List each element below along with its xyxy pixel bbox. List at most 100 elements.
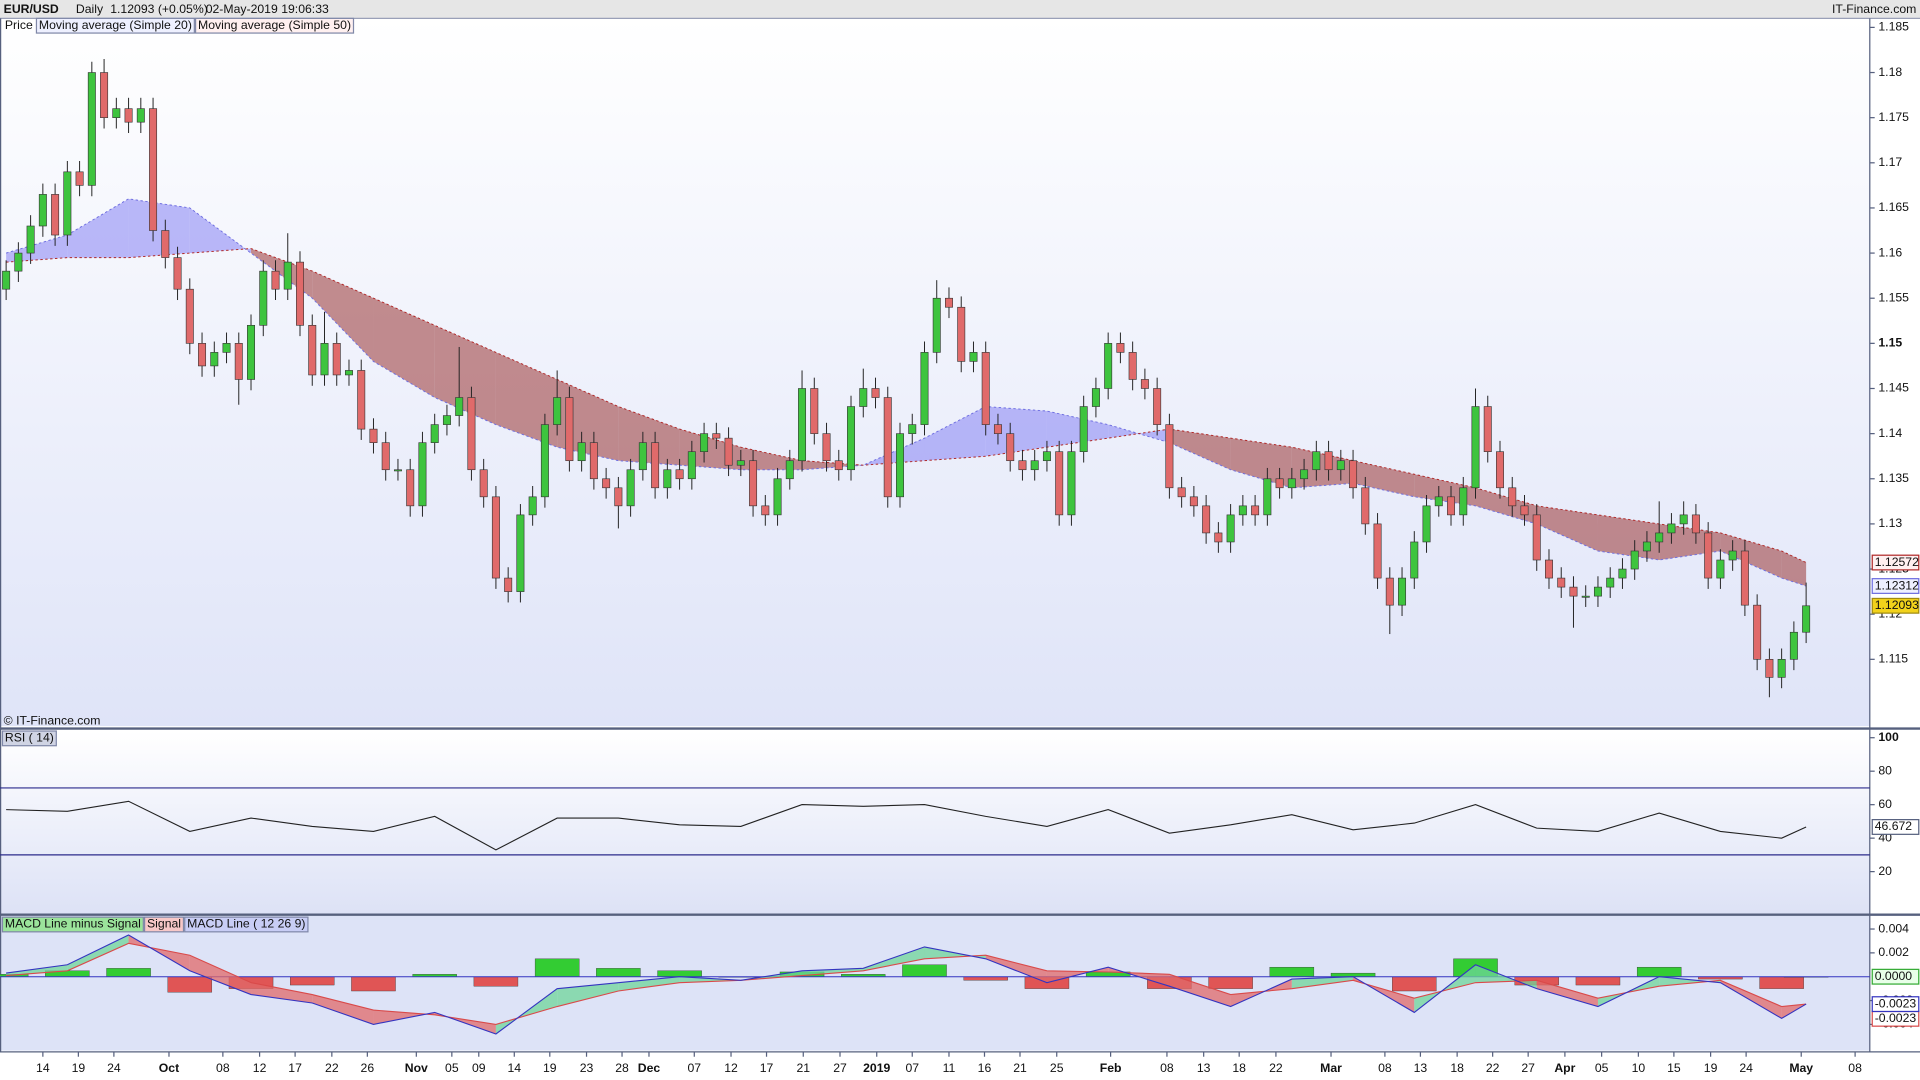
candle-body [1361,487,1370,525]
ma-band [1230,438,1292,488]
legend-box [194,17,355,34]
legend-label: Price [5,18,33,32]
candle-body [749,460,758,507]
symbol: EUR/USD [4,2,59,16]
legend-label: Signal [147,917,181,931]
candle-body [896,433,904,498]
candle-body [26,225,35,254]
histogram-bar [657,970,702,977]
macd-band [189,955,252,995]
candle-body [577,442,586,462]
y-tick-label: 1.16 [1878,245,1902,259]
candle-body [1679,514,1688,525]
macd-band [312,994,374,1025]
x-tick-label: Mar [1320,1061,1342,1075]
candle-body [1642,541,1651,552]
x-tick-label: 24 [1739,1061,1753,1075]
macd-band [802,968,864,976]
candle-body [1349,460,1358,489]
y-tick-label: 100 [1878,730,1899,744]
candle-body [712,433,721,439]
candle-body [908,424,917,434]
candle-body [1324,451,1333,471]
candle-body [161,230,170,258]
candle-body [357,370,366,430]
last-price: 1.12093 (+0.05%) [110,2,208,16]
candle-body [210,352,219,367]
x-tick-label: 08 [1160,1061,1174,1075]
histogram-bar [290,976,335,986]
legend-label: Moving average (Simple 20) [39,18,192,32]
y-tick-label: 80 [1878,763,1892,777]
legend-box [1,916,144,933]
candle-body [112,108,121,118]
legend-item: Moving average (Simple 20) [35,17,195,34]
macd-band [679,976,741,983]
x-tick-label: Dec [638,1061,661,1075]
candle-body [1765,659,1774,678]
histogram-bar [1392,976,1437,992]
candle-body [1140,379,1149,389]
candle-body [75,171,84,186]
legend-label: MACD Line minus Signal [5,917,141,931]
y-tick-label: 60 [1878,797,1892,811]
period: Daily [76,2,104,16]
candle-body [1496,451,1504,489]
ma-band [1353,460,1415,497]
candle-body [1618,568,1627,579]
candle-body [149,108,158,231]
candle-body [1214,532,1223,543]
candle-body [871,388,880,398]
candle-body [1545,559,1553,579]
x-tick-label: 13 [1414,1061,1428,1075]
candle-body [222,343,231,353]
ma-band [67,198,129,258]
legend-item: RSI ( 14) [1,730,57,747]
candle-body [381,442,390,471]
macd-band [1169,974,1231,1007]
candle-body [1447,496,1455,516]
x-tick-label: 18 [1450,1061,1464,1075]
candle-body [1006,433,1015,462]
x-tick-label: 07 [905,1061,919,1075]
candle-body [332,343,341,376]
candle-body [51,194,60,236]
y-tick-label: 1.155 [1878,290,1909,304]
value-label-box [1871,996,1920,1013]
value-label: -0.0023 [1875,1011,1917,1025]
value-label: 1.12572 [1875,555,1919,569]
candle-body [234,343,243,380]
x-tick-label: 09 [472,1061,486,1075]
value-label-box [1871,968,1920,985]
histogram-bar [596,968,641,977]
ma-band [434,325,496,425]
candle-body [173,257,182,290]
candle-body [614,487,623,507]
candle-body [1520,505,1529,516]
candle-body [2,270,11,290]
candle-body [761,505,770,516]
ma-band [1169,429,1231,470]
histogram-bar [1636,966,1682,977]
histogram-bar [351,976,396,992]
candle-body [847,406,855,471]
x-tick-label: 14 [507,1061,521,1075]
x-tick-label: 22 [1486,1061,1500,1075]
price-panel [0,18,1870,727]
histogram-bar [473,976,519,987]
candle-body [491,496,500,579]
x-tick-label: 14 [36,1061,50,1075]
candle-body [1202,505,1211,534]
value-label-box [1871,819,1920,835]
candle-body [602,478,611,489]
candle-body [626,469,635,507]
macd-band [67,935,129,971]
candle-body [1630,550,1639,570]
candle-body [1385,577,1394,606]
candle-body [247,324,255,380]
candle-body [1557,577,1566,588]
candle-body [1153,388,1162,425]
candle-body [981,352,990,425]
